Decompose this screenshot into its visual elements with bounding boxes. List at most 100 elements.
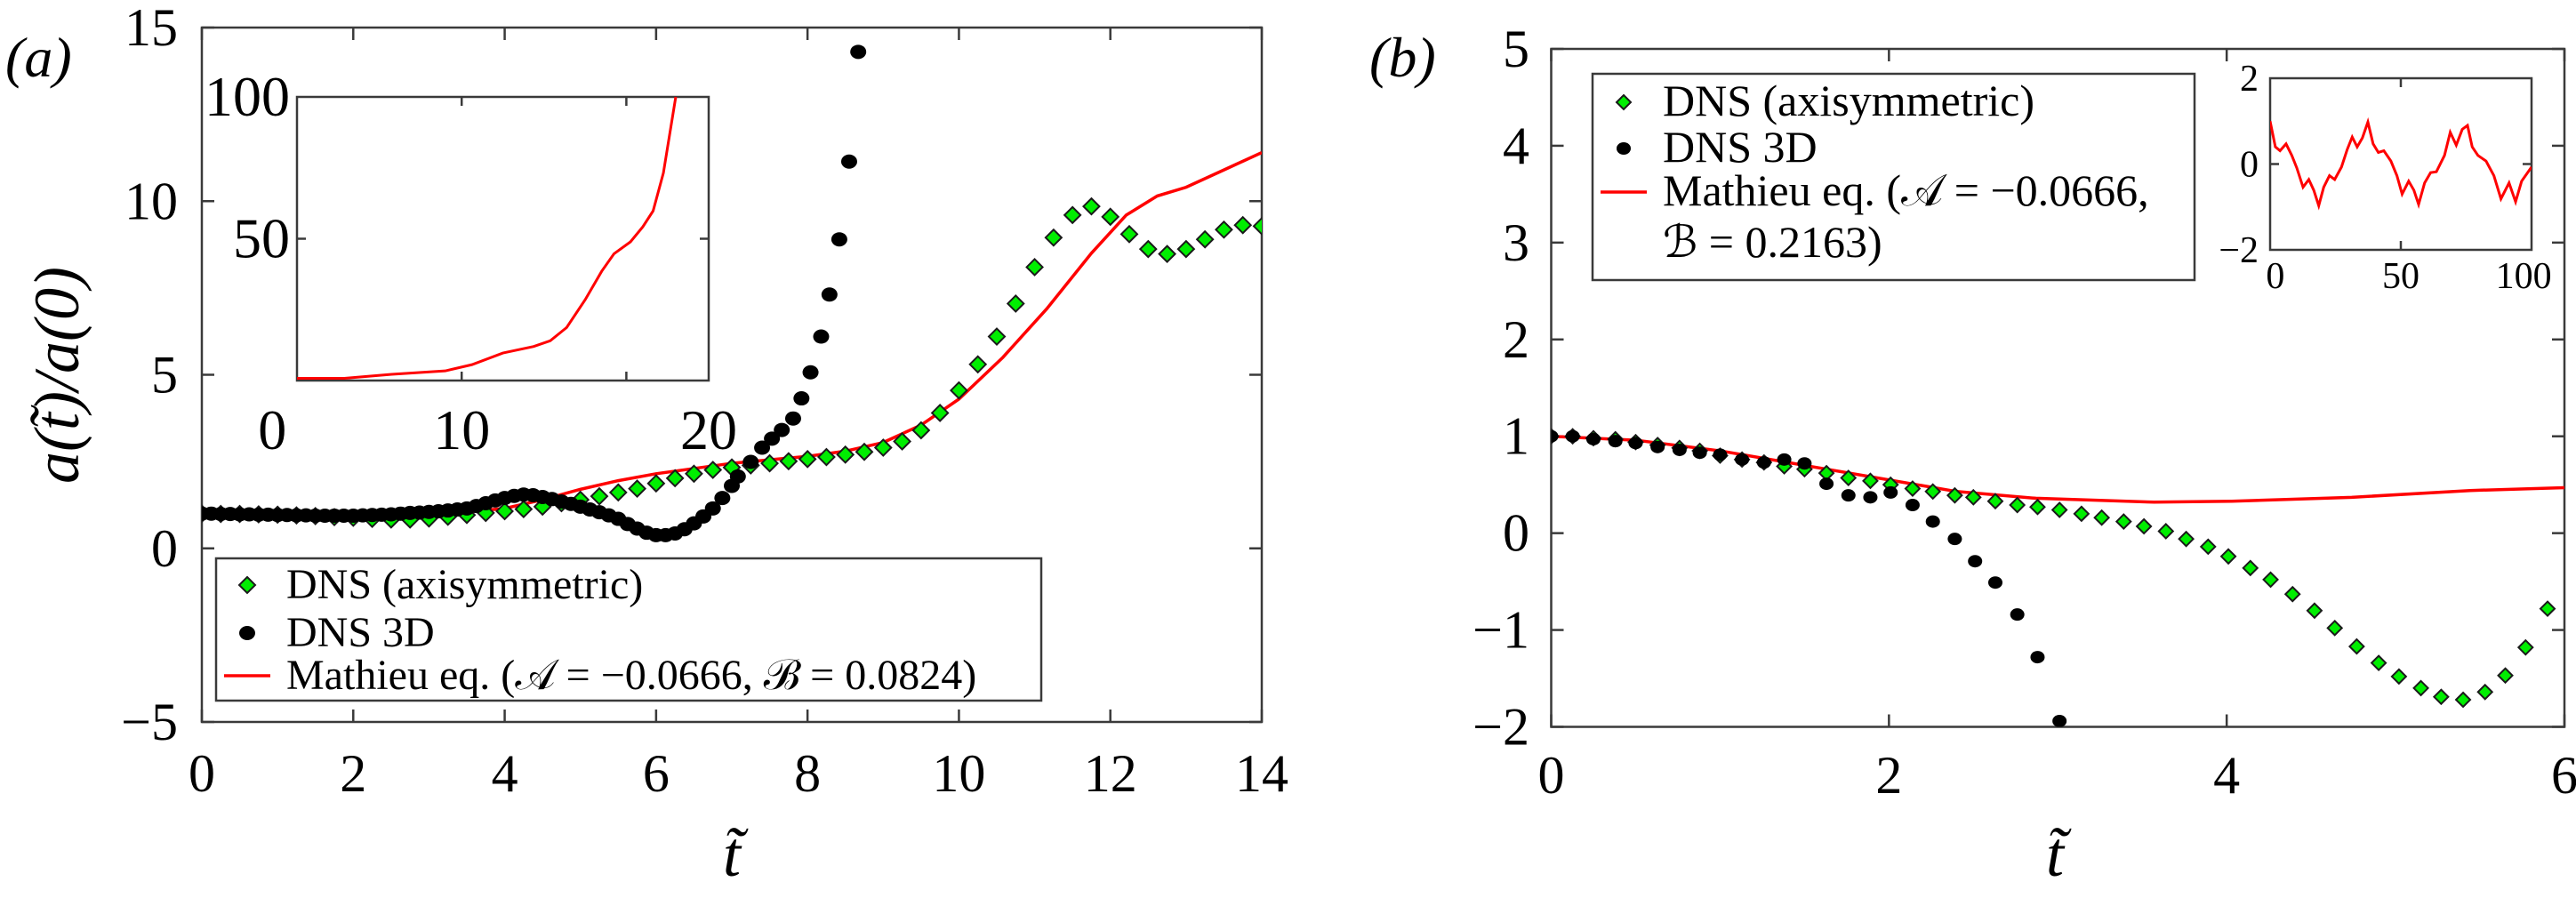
x-tick-label: 0 xyxy=(189,744,215,803)
dns-axisymmetric-point xyxy=(646,474,666,493)
dns-axisymmetric-point xyxy=(1138,239,1158,259)
dns-axisymmetric-point xyxy=(873,438,893,457)
dns-3d-point xyxy=(729,469,746,484)
y-tick-label: 0 xyxy=(1503,504,1529,563)
dns-axisymmetric-point xyxy=(1946,486,1963,504)
dns-3d-point xyxy=(1692,446,1707,460)
dns-3d-point xyxy=(821,287,838,302)
dns-axisymmetric-point xyxy=(2219,548,2237,565)
dns-3d-point xyxy=(1608,435,1623,448)
dns-axisymmetric-point xyxy=(1840,469,1858,486)
dns-axisymmetric-point xyxy=(968,355,988,374)
y-tick-label: −1 xyxy=(1473,601,1529,660)
inset-x-tick-label: 20 xyxy=(680,398,737,461)
legend-label: Mathieu eq. (𝒜 = −0.0666, xyxy=(1663,165,2149,215)
dns-axisymmetric-point xyxy=(1025,258,1044,277)
y-tick-label: 5 xyxy=(1503,20,1529,78)
dns-axisymmetric-point xyxy=(2432,688,2450,706)
dns-3d-point xyxy=(1756,456,1771,469)
inset-y-tick-label: 50 xyxy=(233,207,290,270)
inset-y-tick-label: 2 xyxy=(2240,59,2259,100)
legend-diamond-icon xyxy=(1615,93,1633,111)
inset-y-tick-label: −2 xyxy=(2219,230,2259,271)
dns-axisymmetric-point xyxy=(2497,667,2514,685)
inset-y-tick-label: 100 xyxy=(205,65,290,128)
dns-axisymmetric-point xyxy=(1176,239,1196,259)
legend-circle-icon xyxy=(1617,142,1631,155)
legend-box xyxy=(1591,72,2196,282)
dns-3d-point xyxy=(2010,608,2025,621)
dns-axisymmetric-point xyxy=(495,501,514,521)
dns-3d-point xyxy=(1863,491,1878,504)
y-tick-label: −2 xyxy=(1473,698,1529,757)
dns-3d-point xyxy=(1819,477,1834,491)
dns-axisymmetric-point xyxy=(2242,559,2259,577)
dns-3d-point xyxy=(1905,499,1920,512)
dns-axisymmetric-point xyxy=(1119,224,1139,244)
y-tick-label: 3 xyxy=(1503,213,1529,272)
dns-axisymmetric-point xyxy=(1063,205,1082,225)
dns-axisymmetric-point xyxy=(1862,472,1879,490)
legend-label: DNS 3D xyxy=(1663,122,1818,172)
x-tick-label: 2 xyxy=(340,744,366,803)
dns-axisymmetric-point xyxy=(911,421,931,440)
dns-axisymmetric-point xyxy=(1252,216,1262,236)
dns-3d-point xyxy=(813,329,830,344)
dns-axisymmetric-point xyxy=(760,453,779,473)
y-tick-label: 5 xyxy=(151,346,178,405)
dns-3d-point xyxy=(1585,432,1601,445)
x-tick-label: 4 xyxy=(492,744,518,803)
dns-axisymmetric-point xyxy=(2390,668,2408,686)
dns-axisymmetric-point xyxy=(1233,215,1253,235)
dns-axisymmetric-point xyxy=(2326,619,2344,637)
dns-3d-point xyxy=(831,232,847,247)
x-tick-label: 14 xyxy=(1235,744,1288,803)
dns-3d-point xyxy=(802,365,819,380)
dns-axisymmetric-point xyxy=(2157,523,2175,540)
dns-axisymmetric-point xyxy=(2454,691,2472,709)
dns-axisymmetric-point xyxy=(2073,505,2090,523)
legend-box xyxy=(214,557,1043,702)
legend-circle-icon xyxy=(239,626,255,640)
dns-3d-point xyxy=(704,501,721,516)
x-tick-label: 10 xyxy=(932,744,985,803)
dns-3d-point xyxy=(1841,489,1856,502)
dns-axisymmetric-point xyxy=(1986,493,2004,510)
y-axis-label-a: a(t̃)/a(0) xyxy=(21,267,92,484)
dns-3d-point xyxy=(1650,440,1665,453)
dns-axisymmetric-point xyxy=(665,469,685,488)
dns-axisymmetric-point xyxy=(855,442,874,461)
dns-axisymmetric-point xyxy=(1101,207,1120,227)
dns-axisymmetric-point xyxy=(2009,496,2026,514)
dns-axisymmetric-point xyxy=(779,452,798,471)
dns-axisymmetric-point xyxy=(2370,654,2387,672)
dns-axisymmetric-point xyxy=(2539,600,2556,618)
x-axis-label-a: t̃ xyxy=(723,819,749,890)
dns-axisymmetric-point xyxy=(930,404,950,422)
dns-3d-point xyxy=(754,440,771,455)
inset-x-tick-label: 10 xyxy=(433,398,490,461)
dns-axisymmetric-point xyxy=(2283,585,2301,603)
y-tick-label: 2 xyxy=(1503,310,1529,369)
dns-axisymmetric-point xyxy=(590,486,609,506)
dns-axisymmetric-point xyxy=(2199,538,2217,556)
inset-plot: 0 10 20 50 100 xyxy=(205,65,737,461)
dns-axisymmetric-point xyxy=(2516,638,2534,656)
dns-axisymmetric-point xyxy=(2347,637,2365,655)
dns-3d-point xyxy=(1925,515,1940,528)
dns-axisymmetric-point xyxy=(608,483,628,502)
y-tick-label: −5 xyxy=(121,693,178,751)
dns-3d-point xyxy=(2052,714,2067,727)
dns-3d-point xyxy=(742,454,759,469)
series-layer xyxy=(1551,428,2564,727)
x-axis-label-b: t̃ xyxy=(2046,819,2072,890)
dns-axisymmetric-point xyxy=(1044,228,1063,247)
x-tick-label: 8 xyxy=(794,744,821,803)
dns-axisymmetric-point xyxy=(1195,229,1215,249)
dns-3d-point xyxy=(714,491,731,506)
inset-frame xyxy=(295,95,710,382)
dns-axisymmetric-point xyxy=(817,447,836,467)
dns-axisymmetric-point xyxy=(893,432,911,451)
